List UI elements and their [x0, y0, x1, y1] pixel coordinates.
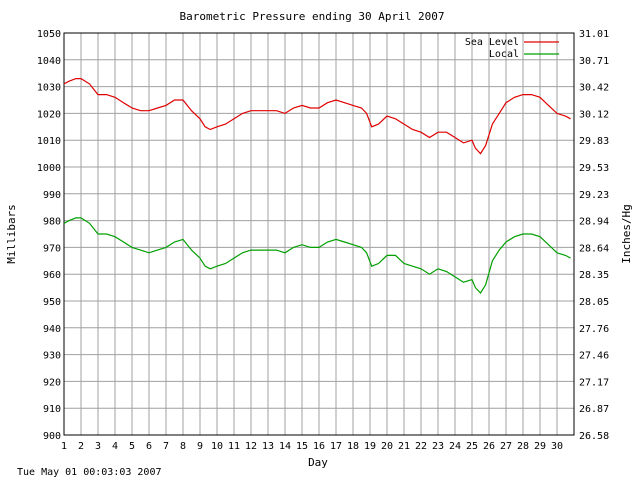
x-tick-label: 30 — [551, 441, 563, 452]
y-left-tick-label: 990 — [43, 190, 61, 201]
y-left-tick-label: 1020 — [37, 109, 61, 120]
x-tick-label: 26 — [483, 441, 495, 452]
y-left-tick-label: 970 — [43, 243, 61, 254]
y-left-tick-label: 1050 — [37, 29, 61, 40]
y-left-tick-label: 930 — [43, 351, 61, 362]
y-right-tick-label: 28.94 — [579, 217, 609, 228]
y-axis-right-tick-labels: 26.58 26.87 27.17 27.46 27.76 28.05 28.35 28.64… — [579, 29, 609, 442]
x-tick-label: 27 — [500, 441, 512, 452]
y-axis-left-label: Millibars — [5, 204, 18, 264]
y-right-tick-label: 27.17 — [579, 377, 609, 388]
x-tick-label: 19 — [364, 441, 376, 452]
y-axis-right-label: Inches/Hg — [620, 204, 633, 264]
x-tick-label: 17 — [330, 441, 342, 452]
x-tick-label: 22 — [415, 441, 427, 452]
x-tick-label: 23 — [432, 441, 444, 452]
x-tick-label: 4 — [112, 441, 118, 452]
x-tick-label: 9 — [197, 441, 203, 452]
x-tick-label: 7 — [163, 441, 169, 452]
x-tick-label: 11 — [228, 441, 240, 452]
y-right-tick-label: 27.76 — [579, 324, 609, 335]
x-axis-tick-labels: 1 2 3 4 5 6 7 8 9 10 11 12 13 14 15 16 17 18 19 20 21 22 23 24 2… — [61, 441, 563, 452]
legend-label-sea-level: Sea Level — [465, 37, 519, 48]
y-left-tick-label: 1010 — [37, 136, 61, 147]
y-right-tick-label: 28.64 — [579, 243, 609, 254]
y-axis-left-tick-labels: 900 910 920 930 940 950 960 970 980 990 1000 1010 10… — [37, 29, 61, 442]
y-left-tick-label: 1000 — [37, 163, 61, 174]
y-left-tick-label: 900 — [43, 431, 61, 442]
series-line-sea-level — [63, 77, 571, 155]
x-tick-label: 18 — [347, 441, 359, 452]
y-right-tick-label: 30.42 — [579, 83, 609, 94]
x-tick-label: 21 — [398, 441, 410, 452]
y-left-tick-label: 1030 — [37, 83, 61, 94]
legend: Sea Level Local — [465, 37, 559, 60]
y-right-tick-label: 29.23 — [579, 190, 609, 201]
x-tick-label: 13 — [262, 441, 274, 452]
x-tick-label: 6 — [146, 441, 152, 452]
x-tick-label: 28 — [517, 441, 529, 452]
y-right-tick-label: 28.05 — [579, 297, 609, 308]
x-tick-label: 5 — [129, 441, 135, 452]
y-left-tick-label: 960 — [43, 270, 61, 281]
x-tick-label: 3 — [95, 441, 101, 452]
series-lines — [63, 77, 571, 294]
x-tick-label: 25 — [466, 441, 478, 452]
x-tick-label: 12 — [245, 441, 257, 452]
y-right-tick-label: 31.01 — [579, 29, 609, 40]
y-right-tick-label: 30.12 — [579, 109, 609, 120]
x-tick-label: 14 — [279, 441, 291, 452]
y-left-tick-label: 940 — [43, 324, 61, 335]
x-tick-label: 20 — [381, 441, 393, 452]
x-tick-label: 15 — [296, 441, 308, 452]
legend-label-local: Local — [489, 49, 519, 60]
chart-title: Barometric Pressure ending 30 April 2007 — [180, 10, 445, 23]
series-line-local — [63, 217, 571, 294]
x-tick-label: 16 — [313, 441, 325, 452]
y-left-tick-label: 950 — [43, 297, 61, 308]
x-axis-label: Day — [308, 456, 328, 469]
y-right-tick-label: 27.46 — [579, 351, 609, 362]
y-right-tick-label: 26.58 — [579, 431, 609, 442]
x-tick-label: 1 — [61, 441, 67, 452]
x-tick-label: 8 — [180, 441, 186, 452]
grid-lines — [64, 33, 574, 435]
x-tick-label: 29 — [534, 441, 546, 452]
x-tick-label: 10 — [211, 441, 223, 452]
x-tick-label: 24 — [449, 441, 461, 452]
y-left-tick-label: 920 — [43, 377, 61, 388]
y-right-tick-label: 26.87 — [579, 404, 609, 415]
y-left-tick-label: 1040 — [37, 56, 61, 67]
y-left-tick-label: 980 — [43, 217, 61, 228]
x-tick-label: 2 — [78, 441, 84, 452]
y-left-tick-label: 910 — [43, 404, 61, 415]
plot-area-frame — [63, 32, 575, 436]
y-right-tick-label: 30.71 — [579, 56, 609, 67]
y-right-tick-label: 29.83 — [579, 136, 609, 147]
y-right-tick-label: 29.53 — [579, 163, 609, 174]
y-right-tick-label: 28.35 — [579, 270, 609, 281]
footer-timestamp: Tue May 01 00:03:03 2007 — [17, 467, 162, 478]
